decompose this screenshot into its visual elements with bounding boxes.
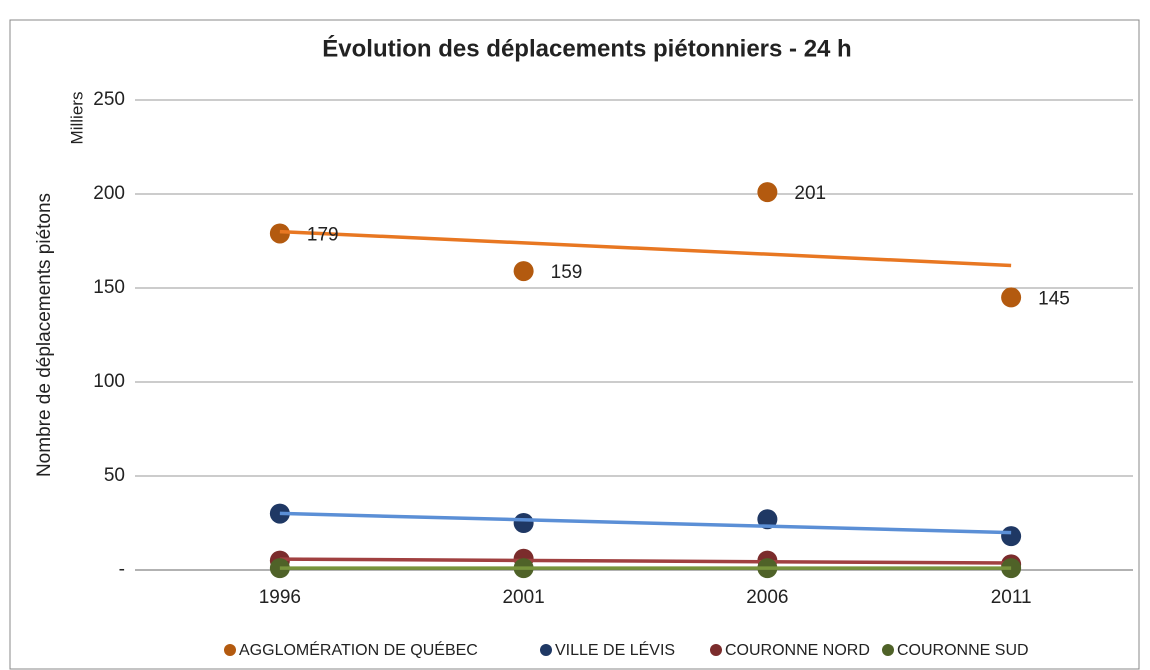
legend-label: AGGLOMÉRATION DE QUÉBEC (239, 640, 478, 659)
y-tick-label: 100 (93, 371, 125, 392)
chart-title: Évolution des déplacements piétonniers -… (322, 34, 851, 62)
y-tick-label: 250 (93, 89, 125, 110)
chart-frame (9, 19, 1140, 670)
y-tick-label: 150 (93, 277, 125, 298)
y-axis-label: Nombre de déplacements piétons (34, 193, 55, 477)
legend-label: COURONNE SUD (897, 642, 1029, 659)
legend-marker (224, 644, 236, 656)
point (513, 513, 534, 533)
data-label: 179 (307, 224, 339, 245)
trendline (279, 229, 1012, 268)
trendline (279, 511, 1012, 535)
x-tick-label: 1996 (259, 587, 301, 608)
data-label: 201 (794, 183, 826, 204)
y-tick-label: 200 (93, 183, 125, 204)
point (513, 261, 534, 282)
point (757, 182, 778, 203)
y-unit-label: Milliers (67, 92, 86, 145)
point (757, 509, 778, 530)
legend-marker (882, 644, 894, 656)
legend-label: COURONNE NORD (725, 642, 870, 659)
legend-marker (710, 644, 722, 656)
x-tick-label: 2006 (746, 587, 788, 608)
point (1001, 287, 1022, 308)
data-label: 159 (551, 262, 583, 283)
point (269, 223, 290, 244)
legend-marker (540, 644, 552, 656)
y-tick-label: - (119, 559, 125, 580)
y-tick-label: 50 (104, 465, 125, 486)
data-label: 145 (1038, 288, 1070, 309)
trendline (279, 557, 1012, 565)
x-tick-label: 2001 (502, 587, 544, 608)
point (1001, 526, 1022, 547)
legend-label: VILLE DE LÉVIS (555, 640, 675, 659)
x-tick-label: 2011 (991, 587, 1032, 608)
